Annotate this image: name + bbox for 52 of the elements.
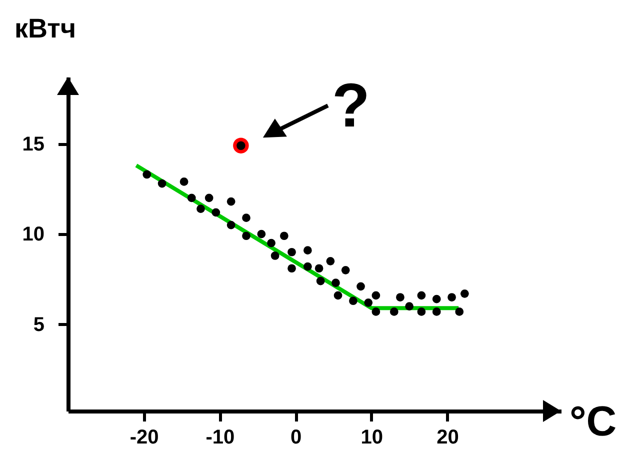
- x-tick-label: -10: [206, 426, 235, 448]
- point: [356, 282, 365, 291]
- y-axis-title: кВтч: [14, 14, 76, 44]
- x-tick-label: 0: [290, 426, 302, 448]
- point: [417, 308, 426, 316]
- point: [226, 220, 236, 230]
- point: [314, 264, 324, 273]
- point: [349, 296, 358, 306]
- point: [460, 289, 469, 298]
- point: [180, 178, 188, 186]
- point: [455, 308, 464, 316]
- x-tick-label: 10: [360, 426, 384, 448]
- point: [142, 170, 152, 179]
- x-tick-label: 20: [436, 426, 459, 448]
- point: [334, 291, 342, 300]
- y-tick-label: 15: [22, 133, 44, 156]
- point: [341, 266, 350, 274]
- x-axis-title: °C: [570, 398, 617, 444]
- x-tick-label: -20: [130, 426, 159, 448]
- point: [257, 230, 266, 238]
- point: [270, 252, 280, 260]
- point: [288, 248, 296, 256]
- point: [196, 204, 205, 213]
- point: [226, 197, 236, 206]
- point: [316, 276, 325, 286]
- point: [364, 298, 373, 307]
- point: [242, 232, 250, 240]
- point: [303, 262, 312, 271]
- point: [303, 246, 312, 254]
- point: [267, 238, 276, 248]
- point: [396, 293, 404, 302]
- point: [448, 293, 456, 302]
- point: [372, 308, 380, 316]
- y-tick-label: 10: [22, 224, 44, 246]
- point: [417, 291, 426, 300]
- point: [372, 291, 380, 300]
- point: [204, 194, 214, 202]
- point: [212, 208, 220, 217]
- point: [233, 138, 249, 154]
- point: [280, 232, 288, 240]
- point: [432, 294, 441, 304]
- point: [405, 302, 414, 310]
- point: [187, 194, 196, 202]
- point: [288, 264, 296, 273]
- annotation: ?: [332, 72, 370, 141]
- point: [242, 214, 250, 222]
- y-tick-label: 5: [33, 314, 44, 336]
- point: [158, 179, 166, 188]
- point: [390, 308, 398, 316]
- point: [326, 256, 335, 266]
- point: [332, 278, 340, 287]
- point: [432, 308, 441, 316]
